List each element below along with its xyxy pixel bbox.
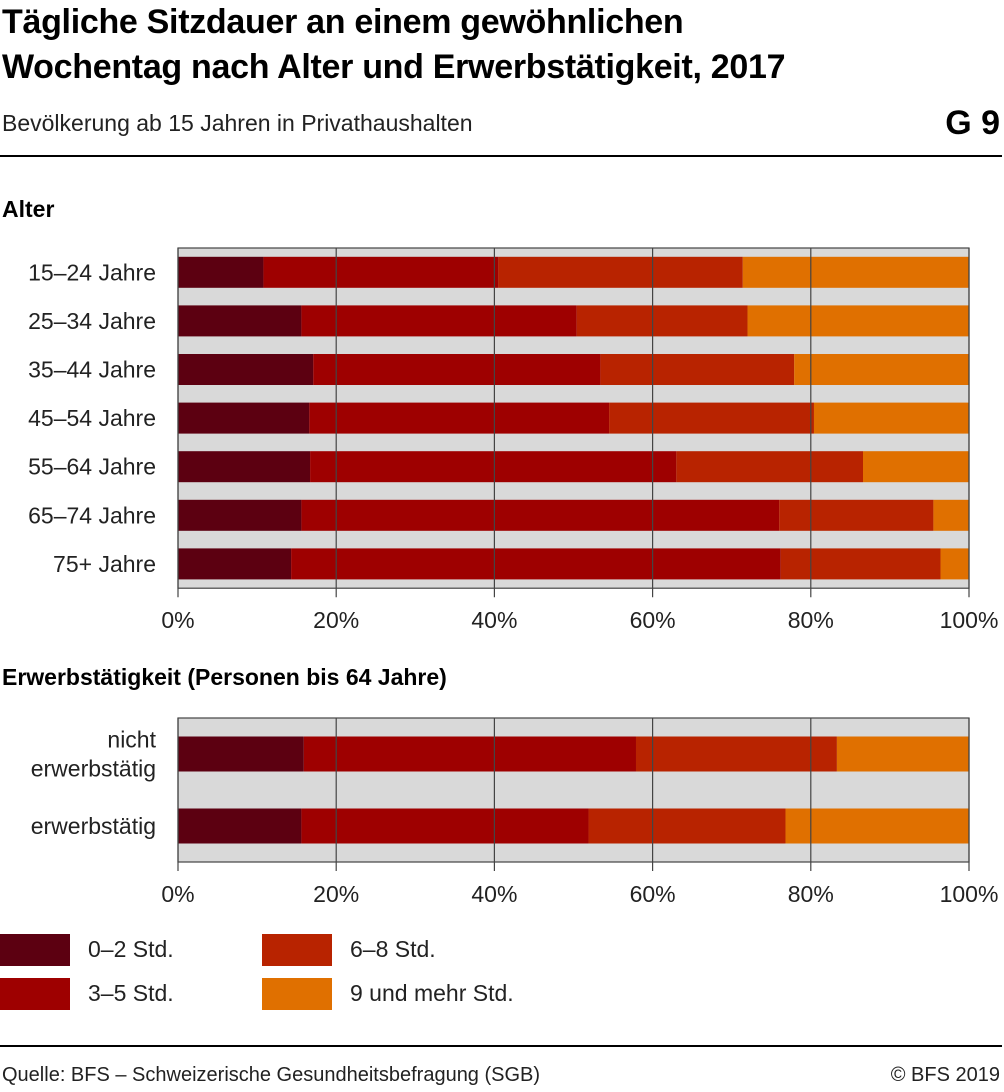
tick-label-20: 20% [313, 607, 359, 633]
bar-35-44-jahre-6-8-std [600, 354, 795, 385]
bar-65-74-jahre-0-2-std [178, 499, 302, 531]
legend-swatch-9-plus [262, 978, 332, 1010]
tick-label-80: 80% [788, 607, 834, 633]
tick-label-60: 60% [630, 607, 676, 633]
source-note: Quelle: BFS – Schweizerische Gesundheits… [2, 1064, 541, 1086]
bar-25-34-jahre-6-8-std [576, 305, 748, 337]
category-label-line: erwerbstätig [31, 756, 156, 782]
tick-label-0: 0% [161, 607, 194, 633]
bar-55-64-jahre-0-2-std [178, 451, 311, 483]
category-label-65-74-jahre: 65–74 Jahre [28, 502, 156, 528]
category-label-nicht-erwerbst-tig: nicht erwerbstätig [31, 727, 157, 782]
bar-15-24-jahre-6-8-std [498, 256, 743, 288]
legend-label-0-2: 0–2 Std. [88, 936, 174, 962]
bar-15-24-jahre-3-5-std [263, 256, 499, 288]
chart-title-line-2: Wochentag nach Alter und Erwerbstätigkei… [2, 48, 786, 86]
bar-nicht-erwerbst-tig-3-5-std [303, 736, 636, 772]
figure-number: G 9 [945, 104, 1000, 142]
category-label-erwerbst-tig: erwerbstätig [31, 813, 156, 839]
tick-label-20: 20% [313, 881, 359, 907]
bar-15-24-jahre-9-und-mehr-std [742, 256, 969, 288]
category-label-15-24-jahre: 15–24 Jahre [28, 259, 156, 285]
bar-75-jahre-0-2-std [178, 548, 292, 580]
category-label-line: nicht [107, 727, 156, 753]
bar-erwerbst-tig-3-5-std [301, 808, 589, 844]
chart-subtitle: Bevölkerung ab 15 Jahren in Privathausha… [2, 110, 473, 136]
bar-45-54-jahre-6-8-std [609, 402, 814, 434]
legend-swatch-3-5 [0, 978, 70, 1010]
bar-25-34-jahre-0-2-std [178, 305, 302, 337]
legend-swatch-0-2 [0, 934, 70, 966]
bar-25-34-jahre-9-und-mehr-std [747, 305, 969, 337]
bar-35-44-jahre-0-2-std [178, 354, 314, 385]
legend-swatch-6-8 [262, 934, 332, 966]
age-chart: 15–24 Jahre 25–34 Jahre 35–44 Jahre 45–54 J… [28, 247, 999, 633]
bar-nicht-erwerbst-tig-6-8-std [635, 736, 837, 772]
footer-rule [0, 1045, 1002, 1047]
legend-label-3-5: 3–5 Std. [88, 980, 174, 1006]
plot-frame [177, 247, 970, 589]
bar-nicht-erwerbst-tig-0-2-std [178, 736, 304, 772]
category-label-75-jahre: 75+ Jahre [53, 551, 156, 577]
bar-25-34-jahre-3-5-std [301, 305, 577, 337]
header-rule [0, 155, 1002, 157]
bar-45-54-jahre-3-5-std [309, 402, 610, 434]
bar-35-44-jahre-9-und-mehr-std [794, 354, 969, 385]
section-title-age: Alter [2, 196, 55, 222]
bar-75-jahre-9-und-mehr-std [940, 548, 969, 580]
section-title-employment: Erwerbstätigkeit (Personen bis 64 Jahre) [2, 664, 447, 690]
tick-label-40: 40% [471, 881, 517, 907]
tick-label-100: 100% [940, 881, 999, 907]
bar-35-44-jahre-3-5-std [313, 354, 601, 385]
bar-nicht-erwerbst-tig-9-und-mehr-std [836, 736, 969, 772]
bar-45-54-jahre-9-und-mehr-std [813, 402, 969, 434]
chart-title-line-1: Tägliche Sitzdauer an einem gewöhnlichen [2, 3, 684, 41]
legend-label-9-plus: 9 und mehr Std. [350, 980, 514, 1006]
bar-65-74-jahre-6-8-std [779, 499, 934, 531]
bar-55-64-jahre-3-5-std [310, 451, 677, 483]
bar-erwerbst-tig-6-8-std [588, 808, 786, 844]
employment-chart: nicht erwerbstätig erwerbstätig 0% 20% 40% 60%… [31, 717, 999, 907]
category-label-25-34-jahre: 25–34 Jahre [28, 308, 156, 334]
legend-label-6-8: 6–8 Std. [350, 936, 436, 962]
bar-erwerbst-tig-0-2-std [178, 808, 302, 844]
tick-label-80: 80% [788, 881, 834, 907]
category-label-45-54-jahre: 45–54 Jahre [28, 405, 156, 431]
copyright: © BFS 2019 [890, 1064, 1000, 1086]
category-label-55-64-jahre: 55–64 Jahre [28, 454, 156, 480]
bar-45-54-jahre-0-2-std [178, 402, 310, 434]
tick-label-100: 100% [940, 607, 999, 633]
plot-frame [177, 717, 970, 863]
bar-65-74-jahre-3-5-std [301, 499, 780, 531]
chart-title: Tägliche Sitzdauer an einem gewöhnlichen… [2, 0, 902, 90]
bar-75-jahre-6-8-std [780, 548, 941, 580]
bar-75-jahre-3-5-std [291, 548, 781, 580]
bar-55-64-jahre-6-8-std [676, 451, 864, 483]
tick-label-0: 0% [161, 881, 194, 907]
bar-erwerbst-tig-9-und-mehr-std [785, 808, 969, 844]
bar-65-74-jahre-9-und-mehr-std [933, 499, 969, 531]
bar-55-64-jahre-9-und-mehr-std [863, 451, 969, 483]
legend: 0–2 Std. 3–5 Std. 6–8 Std. 9 und mehr St… [0, 934, 620, 1014]
category-label-35-44-jahre: 35–44 Jahre [28, 357, 156, 383]
tick-label-60: 60% [630, 881, 676, 907]
bar-15-24-jahre-0-2-std [178, 256, 264, 288]
tick-label-40: 40% [471, 607, 517, 633]
